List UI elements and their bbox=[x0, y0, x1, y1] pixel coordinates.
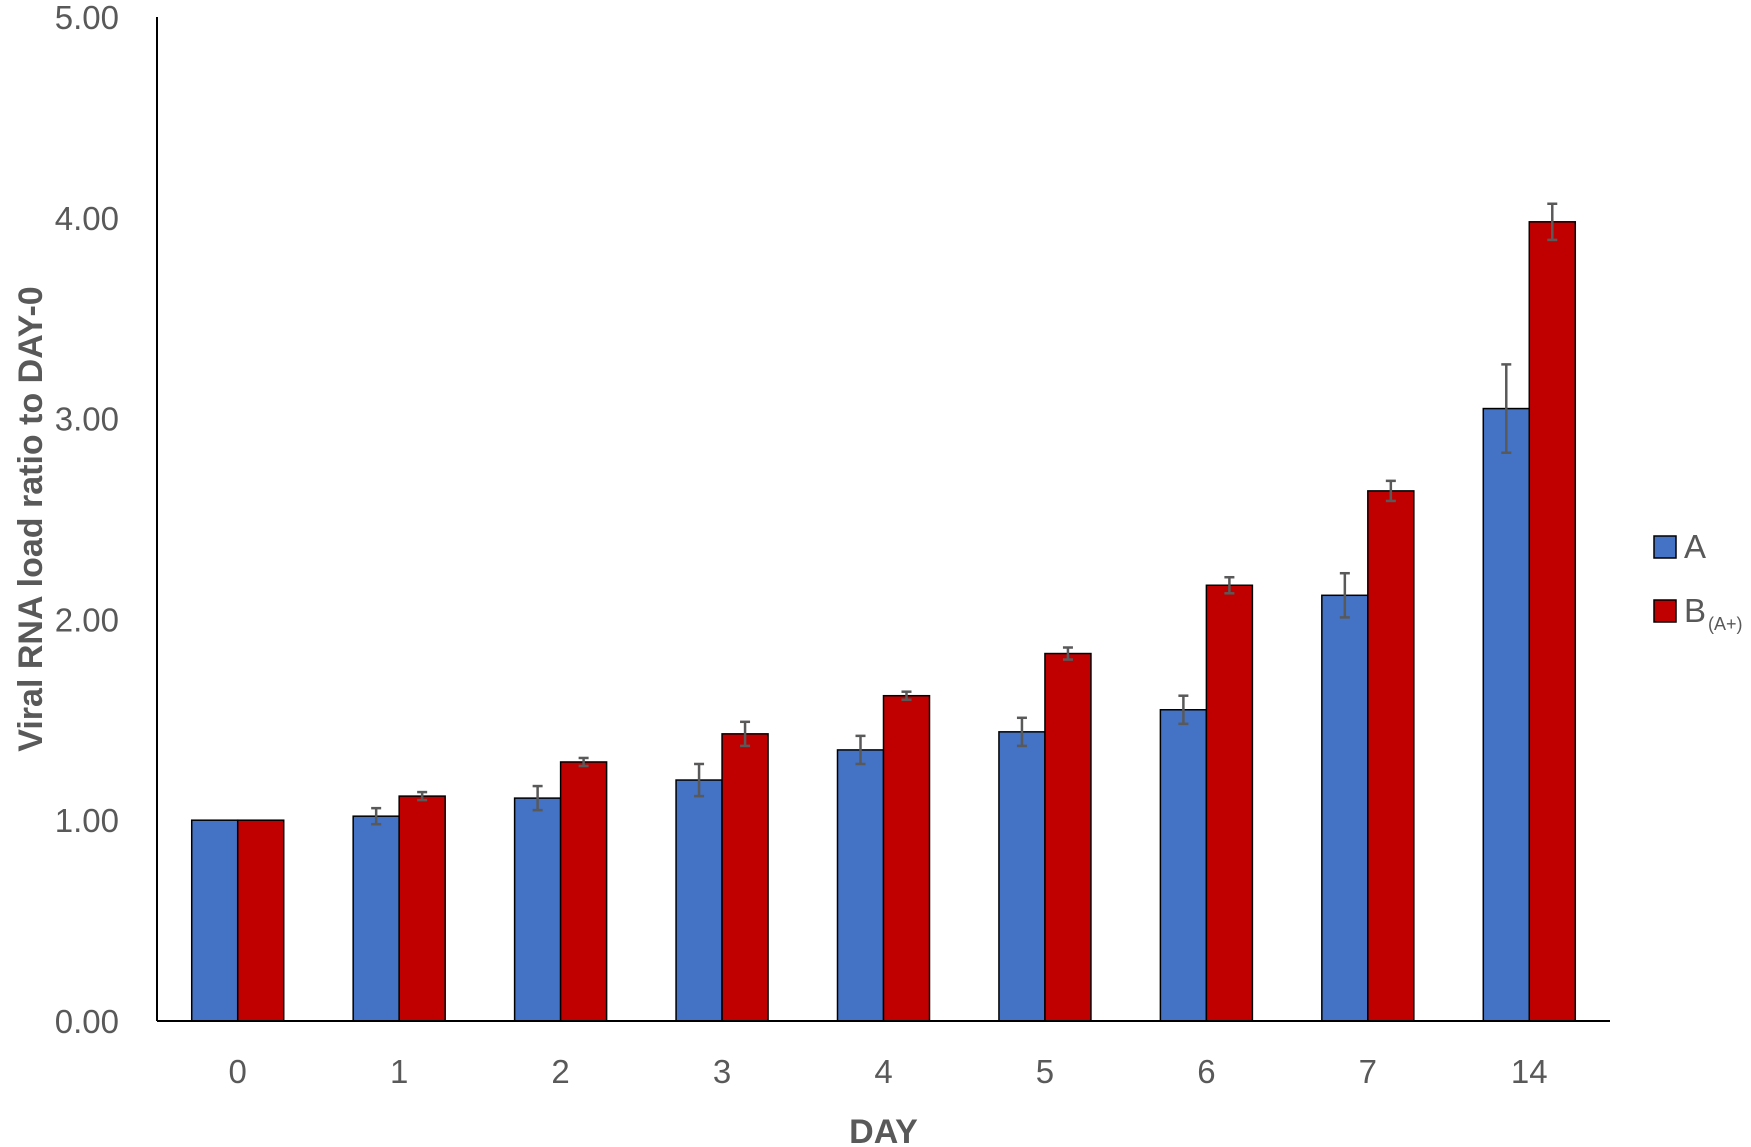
bar-a-day-7 bbox=[1321, 594, 1369, 1022]
x-axis-title: DAY bbox=[849, 1113, 918, 1147]
error-bar bbox=[417, 790, 428, 802]
legend: A B (A+) bbox=[1653, 528, 1743, 634]
error-bars-group bbox=[371, 202, 1558, 826]
y-axis-title: Viral RNA load ratio to DAY-0 bbox=[12, 286, 50, 751]
error-bar bbox=[694, 762, 705, 798]
error-bar bbox=[855, 734, 866, 766]
x-tick-label: 7 bbox=[1359, 1053, 1377, 1090]
error-bar bbox=[1501, 363, 1512, 454]
legend-label-b: B (A+) bbox=[1684, 592, 1743, 634]
x-tick-label: 14 bbox=[1511, 1053, 1548, 1090]
error-bar bbox=[1385, 479, 1396, 503]
error-bar bbox=[1224, 575, 1235, 595]
bar-a-day-14 bbox=[1482, 407, 1531, 1022]
legend-label-a: A bbox=[1684, 528, 1706, 565]
error-bar bbox=[1339, 571, 1350, 619]
error-bar bbox=[1178, 694, 1189, 726]
bar-b-day-0 bbox=[236, 819, 285, 1022]
x-tick-label: 6 bbox=[1197, 1053, 1215, 1090]
y-axis-ticks: 0.00 1.00 2.00 3.00 4.00 5.00 bbox=[55, 0, 119, 1040]
bar-a-day-3 bbox=[675, 779, 723, 1022]
bar-b-day-1 bbox=[398, 795, 446, 1022]
bar-a-day-6 bbox=[1159, 709, 1208, 1022]
y-tick-label: 1.00 bbox=[55, 802, 119, 839]
bar-b-day-6 bbox=[1205, 584, 1254, 1022]
x-tick-label: 0 bbox=[229, 1053, 247, 1090]
bar-a-day-4 bbox=[836, 749, 885, 1022]
bar-a-day-1 bbox=[352, 815, 400, 1022]
bar-b-day-14 bbox=[1528, 221, 1577, 1022]
x-tick-label: 1 bbox=[390, 1053, 408, 1090]
y-tick-label: 0.00 bbox=[55, 1003, 119, 1040]
y-tick-label: 4.00 bbox=[55, 200, 119, 237]
x-tick-label: 5 bbox=[1036, 1053, 1054, 1090]
y-tick-label: 3.00 bbox=[55, 401, 119, 438]
bar-a-day-0 bbox=[190, 819, 239, 1022]
bar-b-day-7 bbox=[1367, 490, 1415, 1022]
error-bar bbox=[740, 720, 751, 748]
legend-swatch-b bbox=[1653, 599, 1677, 623]
bar-b-day-3 bbox=[721, 733, 769, 1022]
x-tick-label: 3 bbox=[713, 1053, 731, 1090]
bars-group bbox=[190, 221, 1577, 1022]
error-bar bbox=[1016, 716, 1027, 748]
error-bar bbox=[578, 756, 589, 768]
bar-b-day-2 bbox=[559, 761, 608, 1022]
error-bar bbox=[901, 690, 912, 701]
y-tick-label: 5.00 bbox=[55, 0, 119, 36]
error-bar bbox=[1547, 202, 1558, 242]
bar-a-day-2 bbox=[513, 797, 562, 1022]
y-tick-label: 2.00 bbox=[55, 601, 119, 638]
bar-b-day-4 bbox=[882, 694, 931, 1022]
bar-a-day-5 bbox=[998, 731, 1046, 1022]
error-bar bbox=[532, 784, 543, 812]
x-axis-ticks: 0 1 2 3 4 5 6 7 14 bbox=[229, 1053, 1548, 1090]
error-bar bbox=[1062, 646, 1073, 661]
x-tick-label: 2 bbox=[551, 1053, 569, 1090]
bar-b-day-5 bbox=[1044, 652, 1092, 1022]
x-tick-label: 4 bbox=[874, 1053, 892, 1090]
error-bar bbox=[371, 806, 382, 826]
legend-swatch-a bbox=[1653, 535, 1677, 559]
